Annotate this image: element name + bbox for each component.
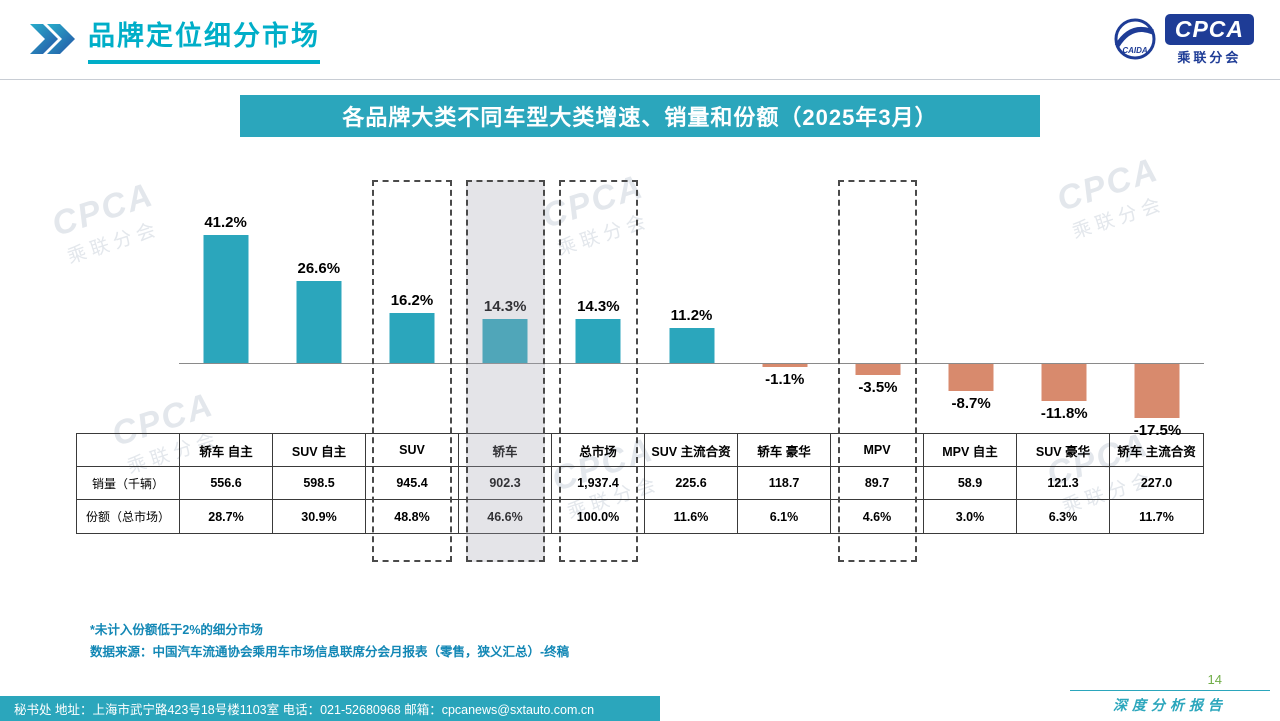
chart-column: -8.7% [925, 178, 1018, 433]
table-cell-share: 11.7% [1139, 509, 1174, 524]
table-cell-sales: 945.4 [366, 467, 459, 500]
table-cell-share: 48.8% [366, 500, 459, 533]
page-header: 品牌定位细分市场 CAIDA CPCA 乘联分会 [30, 14, 1254, 66]
logo-brand: CPCA [1164, 14, 1254, 45]
logo-mark-text: CAIDA [1122, 46, 1148, 55]
chart-column: -1.1% [738, 178, 831, 433]
bar-value-label: 11.2% [670, 307, 713, 325]
chart-column: -17.5% [1111, 178, 1204, 439]
bar-value-label: -1.1% [765, 371, 805, 389]
table-cell-share: 11.6% [645, 500, 738, 533]
page-number: 14 [1207, 672, 1222, 687]
chart-column: -11.8% [1018, 178, 1111, 433]
table-col-header: SUV [366, 434, 459, 467]
table-cell-sales: 225.6 [645, 467, 738, 500]
title-wrap: 品牌定位细分市场 [30, 14, 320, 64]
logo-subtitle: 乘联分会 [1177, 50, 1242, 65]
table-row-label-share: 份额（总市场） [77, 500, 180, 533]
footer-contact-text: 秘书处 地址：上海市武宁路423号18号楼1103室 电话：021-526809… [14, 703, 595, 717]
bar [1041, 364, 1087, 401]
table-cell-sales: 902.3 [459, 467, 552, 500]
data-source-note: 数据来源：中国汽车流通协会乘用车市场信息联席分会月报表（零售，狭义汇总）-终稿 [90, 644, 570, 659]
bar-value-label: -3.5% [858, 378, 898, 396]
table-cell-sales: 121.3 [1017, 467, 1110, 500]
chart-column: -3.5% [831, 178, 924, 433]
bar-value-label: 26.6% [297, 259, 341, 277]
bar-value-label: 41.2% [204, 214, 247, 232]
cpca-logo-mark: CAIDA [1114, 18, 1156, 60]
bar-value-label: -17.5% [1133, 422, 1182, 440]
table-col-header: SUV 主流合资 [645, 434, 738, 467]
table-cell-sales: 227.0 [1110, 467, 1203, 500]
bar [669, 328, 715, 363]
chart-column: 14.3% [552, 178, 645, 433]
table-col-header: 轿车 主流合资 [1110, 434, 1203, 467]
table-col-header: 总市场 [552, 434, 645, 467]
chart-title-banner: 各品牌大类不同车型大类增速、销量和份额（2025年3月） [240, 95, 1040, 137]
footnote: *未计入份额低于2%的细分市场 [90, 623, 263, 637]
table-col-header: 轿车 [459, 434, 552, 467]
table-cell-share: 3.0% [924, 500, 1017, 533]
table-cell-sales: 598.5 [273, 467, 366, 500]
chart-and-table: 41.2% 26.6% 16.2% 14.3% 14.3% 11.2% -1.1… [76, 178, 1204, 562]
table-cell-sales: 118.7 [738, 467, 831, 500]
logo-text: CPCA 乘联分会 [1164, 14, 1254, 66]
table-row-label-sales: 销量（千辆） [77, 467, 180, 500]
footnotes: *未计入份额低于2%的细分市场 数据来源：中国汽车流通协会乘用车市场信息联席分会… [90, 620, 569, 664]
bar-value-label: -8.7% [951, 394, 991, 412]
table-cell-share: 30.9% [273, 500, 366, 533]
table-corner-cell [77, 434, 180, 467]
chart-column: 16.2% [365, 178, 458, 433]
table-cell-sales: 556.6 [180, 467, 273, 500]
table-cell-sales: 89.7 [831, 467, 924, 500]
table-cell-share: 6.1% [738, 500, 831, 533]
table-cell-share: 6.3% [1017, 500, 1110, 533]
bar [296, 280, 342, 363]
bar [482, 318, 528, 363]
cpca-logo: CAIDA CPCA 乘联分会 [1112, 14, 1254, 66]
chart-column: 41.2% [179, 178, 272, 433]
bar [389, 312, 435, 363]
double-chevron-icon [30, 24, 75, 54]
table-col-header: 轿车 豪华 [738, 434, 831, 467]
bar [948, 364, 994, 391]
bar-value-label: 16.2% [390, 291, 434, 309]
table-cell-share: 28.7% [180, 500, 273, 533]
table-cell-share: 4.6% [831, 500, 924, 533]
table-col-header: MPV [831, 434, 924, 467]
bar [575, 318, 621, 363]
chart-column: 14.3% [459, 178, 552, 433]
table-cell-share: 100.0% [552, 500, 645, 533]
bar [1134, 364, 1180, 419]
bar-value-label: 14.3% [577, 297, 620, 315]
chart-column: 26.6% [272, 178, 365, 433]
bar [203, 235, 249, 363]
table-col-header: SUV 豪华 [1017, 434, 1110, 467]
table-cell-share: 46.6% [459, 500, 552, 533]
page-title: 品牌定位细分市场 [88, 14, 320, 64]
table-col-header: MPV 自主 [924, 434, 1017, 467]
bar [762, 364, 808, 368]
header-divider [0, 79, 1280, 80]
bar-chart: 41.2% 26.6% 16.2% 14.3% 14.3% 11.2% -1.1… [179, 178, 1204, 439]
table-cell-sales: 58.9 [924, 467, 1017, 500]
chart-columns: 41.2% 26.6% 16.2% 14.3% 14.3% 11.2% -1.1… [179, 178, 1204, 439]
chart-column: 11.2% [645, 178, 738, 433]
table-col-header: 轿车 自主 [180, 434, 273, 467]
table-col-header: SUV 自主 [273, 434, 366, 467]
bar-value-label: -11.8% [1040, 404, 1088, 422]
table-cell-sales: 1,937.4 [552, 467, 645, 500]
bar [855, 364, 901, 375]
bar-value-label: 14.3% [483, 297, 527, 315]
data-table: 轿车 自主 SUV 自主 SUV 轿车 总市场 SUV 主流合资 轿车 豪华 M… [76, 433, 1204, 534]
footer-contact-bar: 秘书处 地址：上海市武宁路423号18号楼1103室 电话：021-526809… [0, 696, 660, 721]
report-type-label: 深度分析报告 [1070, 690, 1270, 715]
